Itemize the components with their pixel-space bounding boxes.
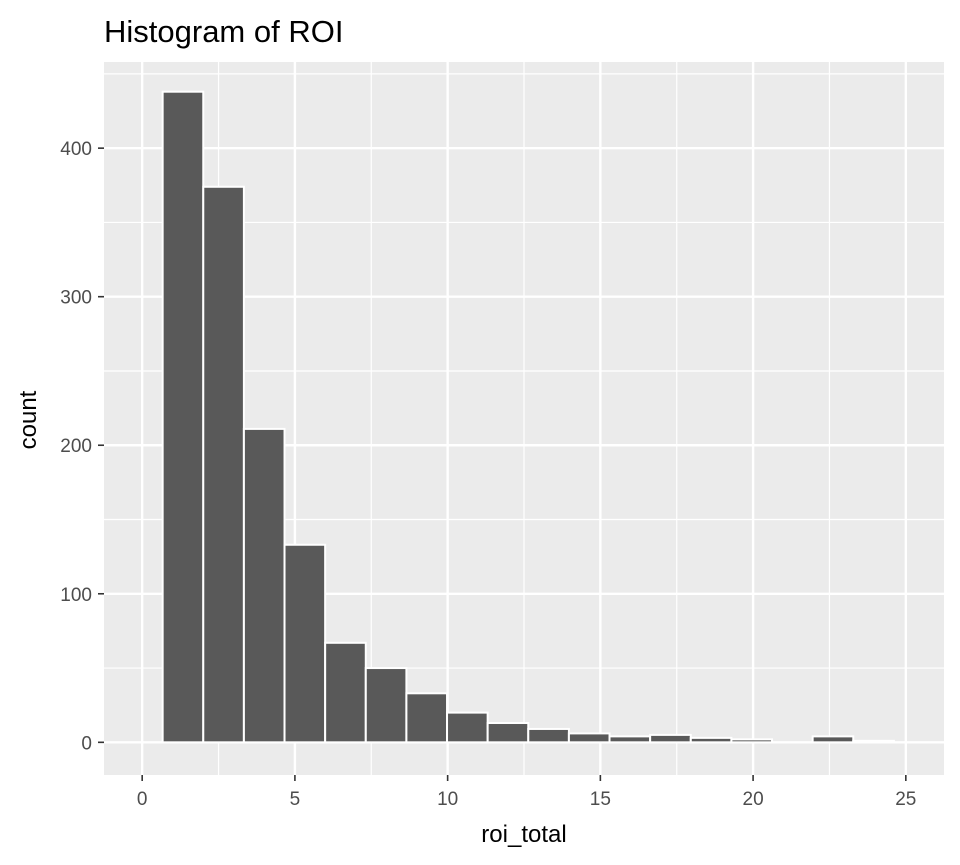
bar	[689, 736, 733, 744]
bar	[527, 727, 570, 744]
bar	[202, 185, 245, 744]
y-tick-label: 200	[60, 436, 92, 457]
bar	[567, 732, 611, 744]
x-tick-label: 15	[590, 789, 611, 810]
bars	[161, 90, 895, 744]
bar	[730, 738, 774, 744]
bar	[405, 692, 449, 744]
bar	[446, 711, 489, 744]
bar	[811, 735, 855, 744]
y-tick-label: 400	[60, 139, 92, 160]
x-tick-label: 5	[290, 789, 301, 810]
bar	[608, 735, 652, 744]
chart-title: Histogram of ROI	[104, 14, 343, 49]
y-tick-label: 300	[60, 288, 92, 309]
bar	[852, 739, 895, 744]
bar	[486, 722, 530, 744]
y-axis: 0 100 200 300 400	[60, 139, 104, 754]
bar	[364, 667, 408, 744]
x-tick-label: 0	[137, 789, 148, 810]
x-axis: 0 5 10 15 20 25	[137, 775, 916, 810]
x-tick-label: 25	[895, 789, 916, 810]
bar	[161, 90, 205, 744]
x-axis-label: roi_total	[481, 821, 566, 848]
bar	[283, 543, 327, 744]
bar	[324, 641, 367, 744]
y-tick-label: 100	[60, 585, 92, 606]
bar	[242, 427, 286, 744]
x-tick-label: 10	[437, 789, 458, 810]
x-tick-label: 20	[743, 789, 764, 810]
y-axis-label: count	[15, 390, 42, 449]
y-tick-label: 0	[81, 733, 92, 754]
bar	[649, 733, 692, 744]
